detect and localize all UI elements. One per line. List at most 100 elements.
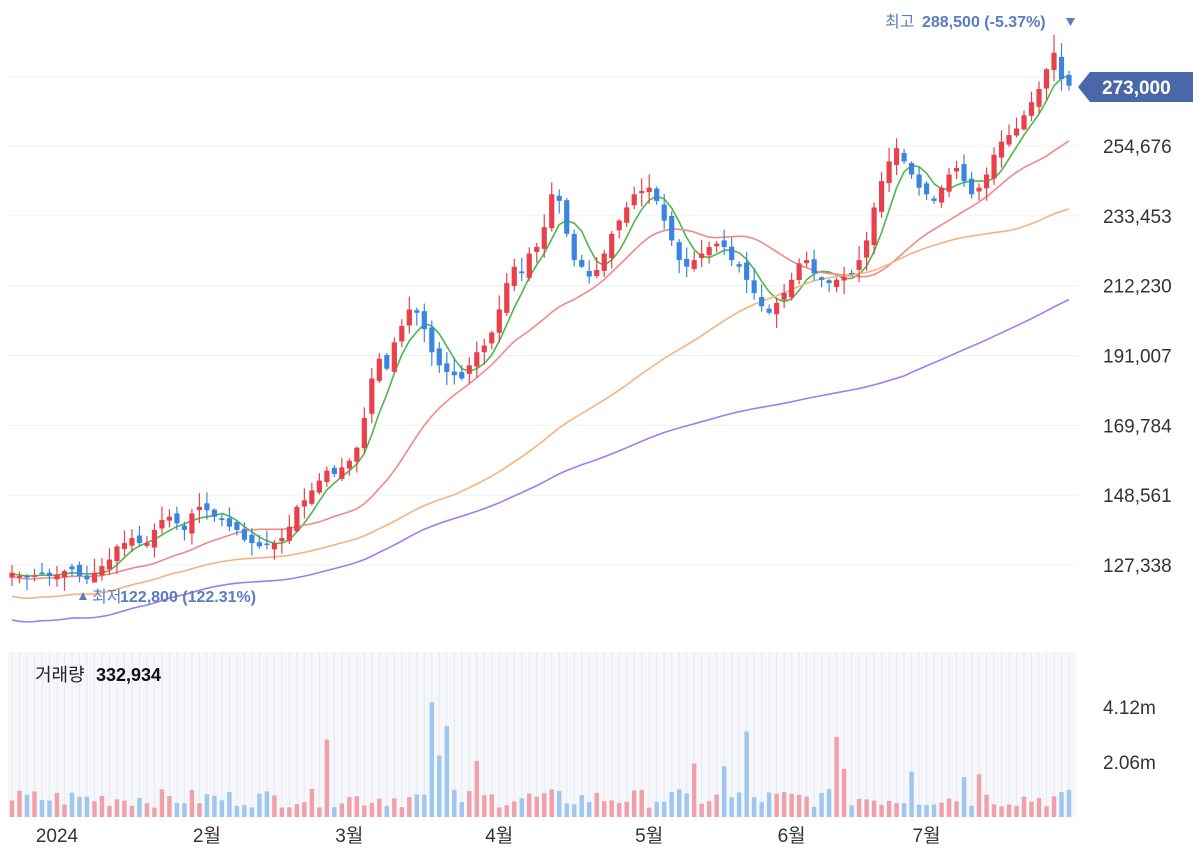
volume-bar: [369, 802, 375, 817]
volume-bar: [84, 796, 90, 817]
candle-body: [639, 191, 645, 194]
candle-body: [624, 207, 630, 223]
candle-body: [211, 509, 218, 517]
low-price-marker: 최저 122,800 (122.31%): [79, 588, 256, 606]
volume-bar: [542, 793, 547, 817]
volume-bar: [691, 763, 697, 817]
candle-body: [219, 518, 225, 521]
volume-bar: [54, 792, 60, 817]
candle-body: [863, 240, 870, 258]
candle-body: [586, 271, 592, 277]
candle-body: [616, 220, 622, 231]
volume-bar: [302, 802, 307, 817]
candle-body: [151, 529, 158, 548]
time-axis-label: 2024: [36, 826, 79, 847]
volume-bar: [62, 804, 67, 817]
volume-bar: [429, 702, 435, 817]
candle-body: [849, 272, 855, 275]
candle-body: [983, 174, 990, 189]
volume-gridlines: [11, 652, 1070, 817]
price-tick-label: 254,676: [1103, 137, 1172, 158]
candle-body: [646, 187, 652, 193]
volume-bar: [557, 790, 562, 817]
volume-bar: [1036, 798, 1042, 817]
candle-body: [316, 480, 322, 493]
volume-bar: [77, 796, 82, 817]
candle-body: [908, 163, 915, 175]
candle-body: [444, 363, 450, 372]
volume-bar: [894, 802, 899, 817]
volume-bar: [534, 796, 539, 817]
volume-bar: [332, 807, 337, 817]
candle-body: [496, 309, 502, 333]
volume-bar: [939, 802, 944, 817]
candle-body: [181, 525, 188, 530]
candle-body: [331, 467, 337, 474]
volume-bar: [886, 800, 892, 817]
volume-bar: [399, 807, 405, 817]
volume-bar: [189, 789, 195, 817]
price-tick-label: 191,007: [1103, 347, 1172, 368]
candle-body: [399, 325, 405, 342]
candle-body: [54, 574, 60, 580]
volume-bar: [954, 801, 959, 817]
candle-body: [436, 348, 442, 366]
candle-body: [1028, 102, 1035, 116]
price-tick-label: 233,453: [1103, 207, 1172, 228]
volume-bar: [646, 807, 652, 817]
volume-bar: [841, 768, 847, 817]
candle-body: [279, 538, 285, 542]
volume-bar: [377, 798, 382, 817]
volume-bar: [549, 789, 554, 817]
low-value: 122,800 (122.31%): [120, 589, 256, 606]
price-tick-label: 169,784: [1103, 416, 1172, 437]
volume-bar: [879, 804, 884, 817]
candle-body: [834, 279, 840, 288]
candle-body: [931, 198, 937, 201]
candle-body: [301, 500, 307, 507]
candle-body: [511, 266, 517, 287]
candle-body: [61, 571, 68, 578]
volume-bar: [781, 792, 787, 817]
candle-body: [16, 575, 23, 578]
triangle-up-icon: [79, 592, 87, 600]
volume-bar: [766, 792, 772, 817]
current-price-badge: 273,000: [1078, 72, 1193, 102]
candle-body: [121, 543, 128, 549]
candle-body: [264, 543, 270, 545]
volume-bar: [706, 801, 712, 817]
candle-body: [804, 260, 810, 264]
volume-bar: [174, 803, 180, 817]
volume-bar: [92, 801, 97, 817]
candle-body: [736, 264, 742, 267]
volume-bar: [602, 801, 607, 817]
candle-body: [1006, 135, 1012, 145]
volume-bar: [489, 794, 494, 817]
volume-bar: [759, 802, 764, 817]
volume-bar: [129, 805, 135, 817]
candle-body: [961, 164, 967, 182]
triangle-down-icon: [1066, 18, 1075, 26]
volume-bar: [384, 805, 390, 817]
candle-body: [893, 148, 900, 165]
candle-body: [204, 503, 210, 511]
volume-bar: [624, 801, 629, 817]
candle-body: [91, 572, 98, 583]
volume-bar: [122, 800, 127, 817]
volume-bar: [279, 807, 285, 817]
current-price-value: 273,000: [1102, 78, 1171, 99]
volume-bar: [632, 790, 637, 817]
moving-average-line: [11, 208, 1070, 600]
volume-panel: [8, 652, 1076, 817]
candle-body: [729, 246, 735, 261]
volume-bars: [9, 702, 1072, 817]
volume-bar: [639, 789, 644, 817]
candle-body: [871, 207, 877, 246]
volume-bar: [362, 805, 367, 817]
candle-body: [429, 327, 435, 353]
volume-bar: [107, 805, 112, 817]
candle-body: [466, 365, 472, 374]
candle-body: [946, 174, 952, 192]
candle-body: [1051, 52, 1057, 70]
